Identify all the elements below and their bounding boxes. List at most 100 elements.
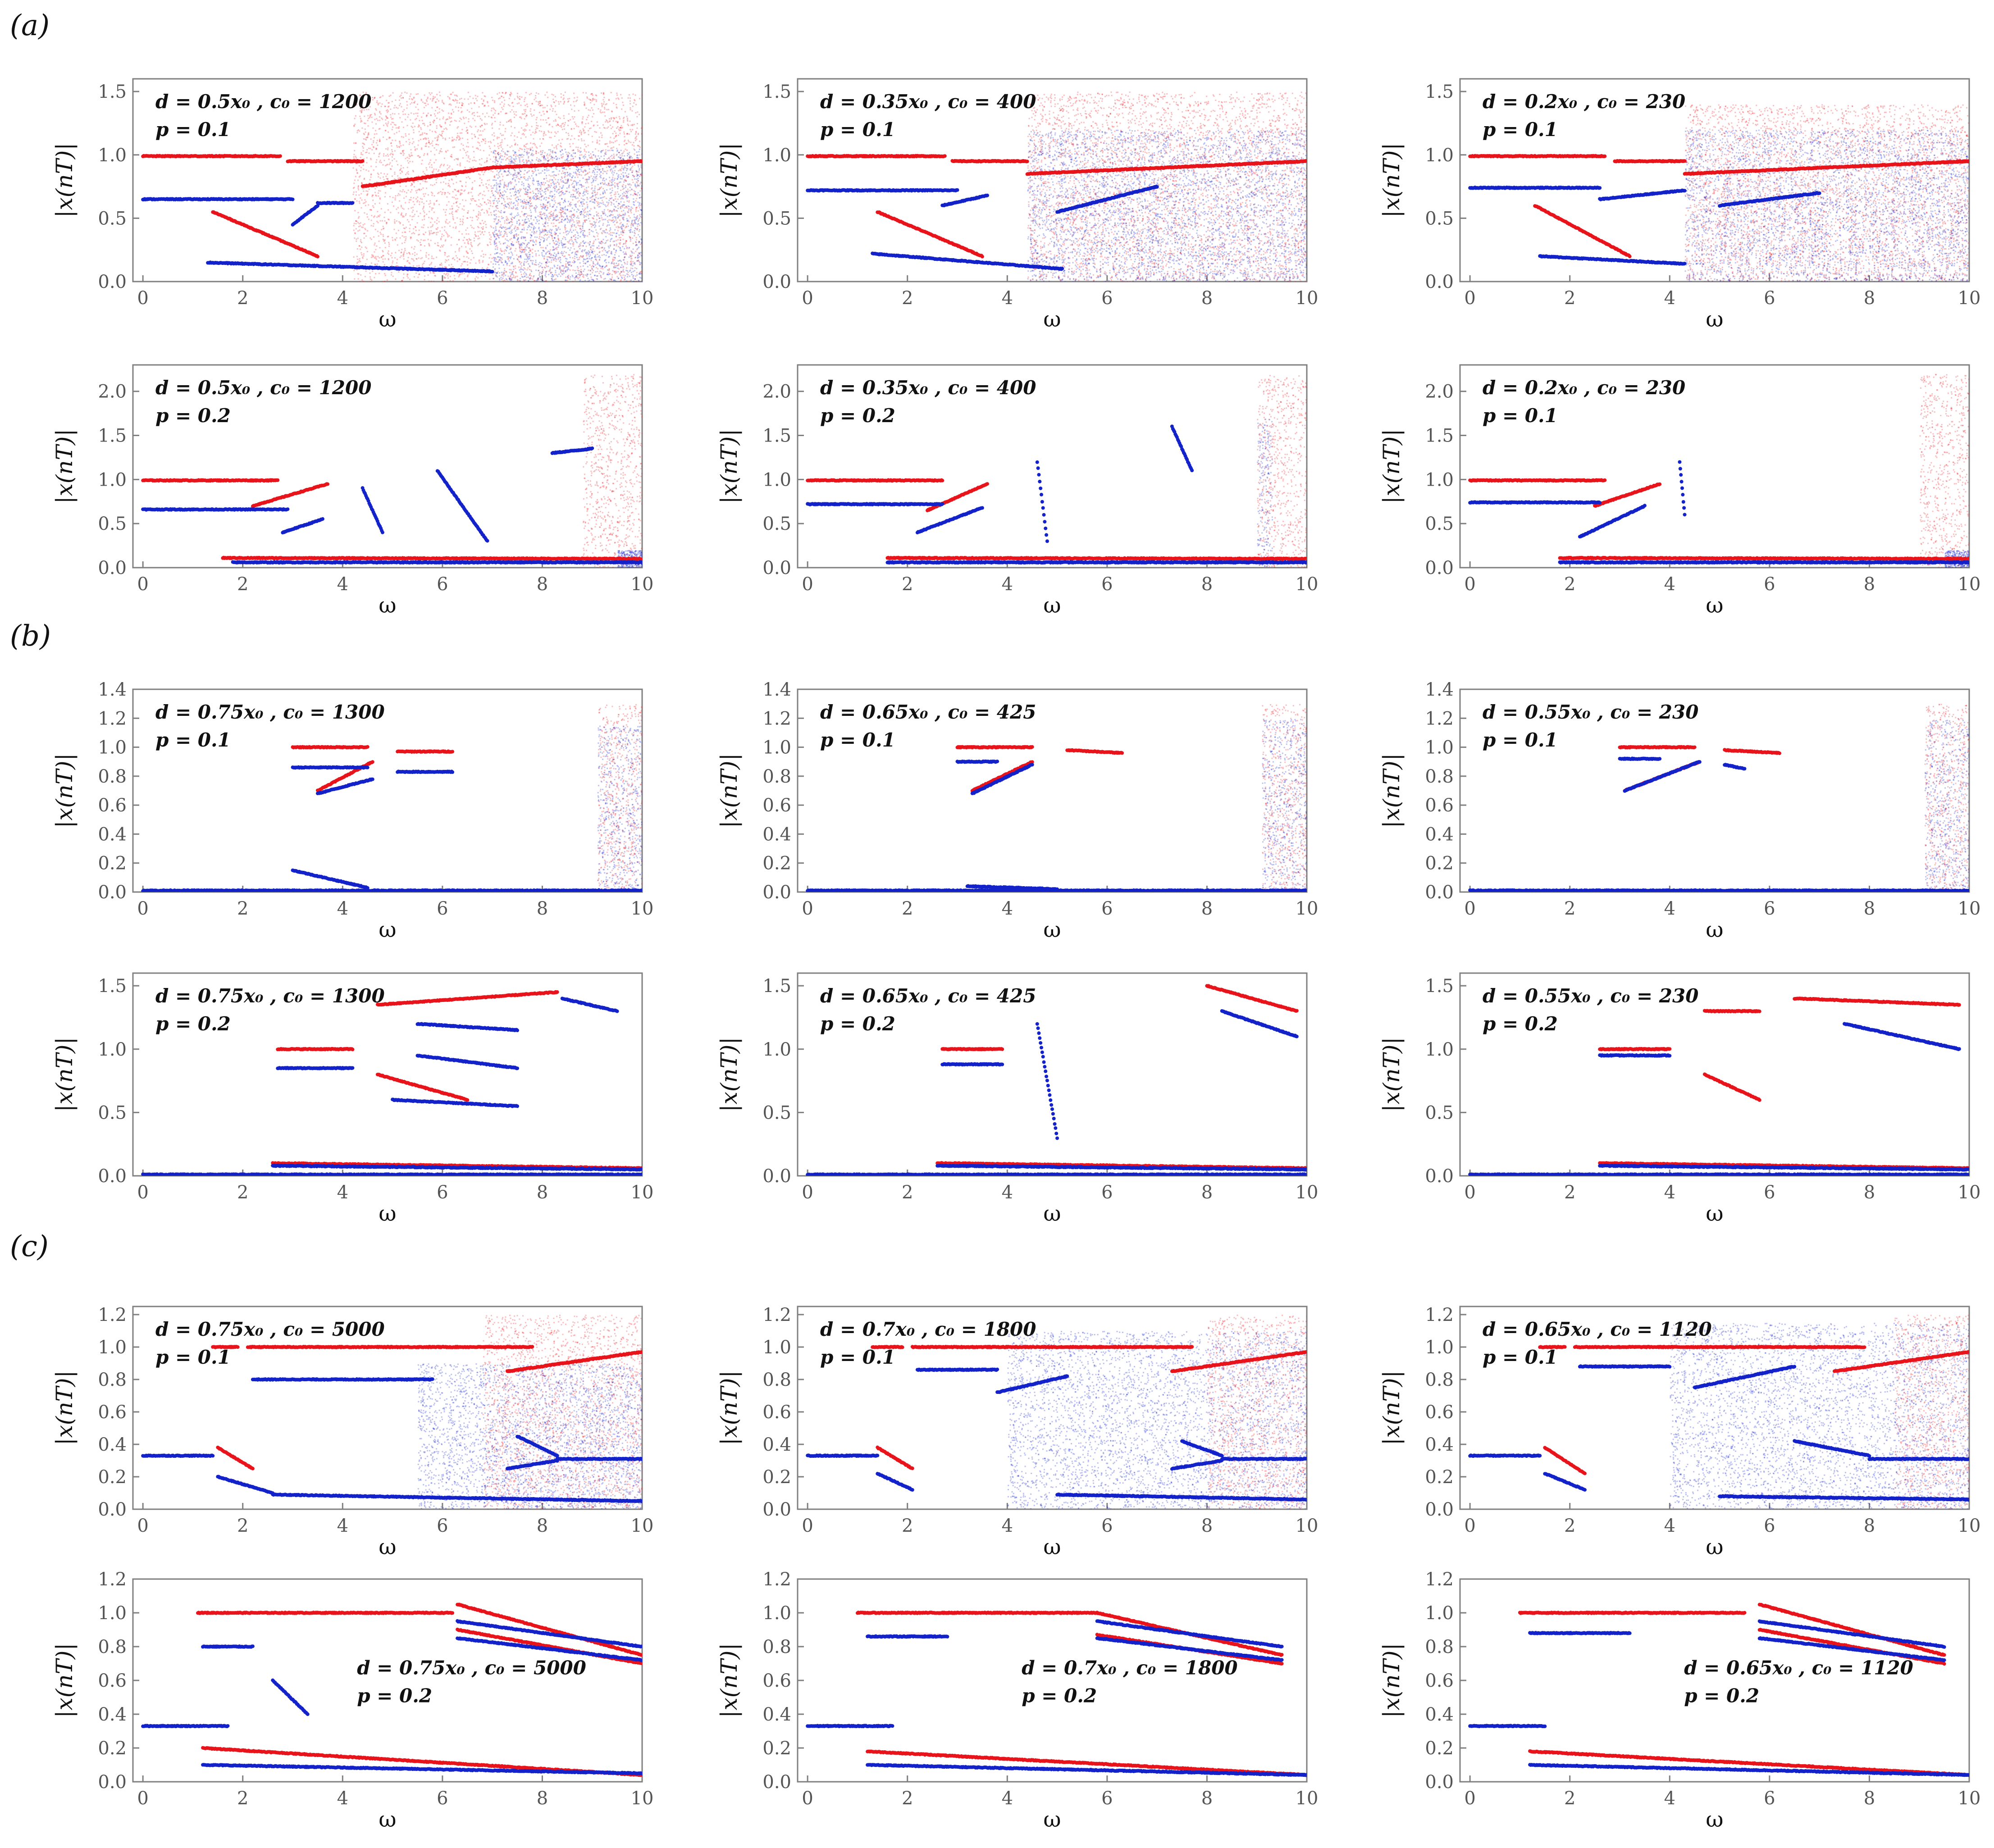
scatter-point xyxy=(623,195,625,196)
scatter-point xyxy=(616,98,617,100)
scatter-point xyxy=(451,244,452,246)
scatter-point xyxy=(621,153,623,155)
scatter-point xyxy=(535,146,537,148)
scatter-point xyxy=(602,255,603,256)
scatter-point xyxy=(354,278,355,280)
scatter-point xyxy=(525,125,527,127)
scatter-point xyxy=(548,213,550,214)
scatter-point xyxy=(476,100,478,101)
scatter-point xyxy=(601,217,602,218)
scatter-point xyxy=(399,96,401,97)
scatter-point xyxy=(631,255,633,256)
scatter-point xyxy=(436,234,437,235)
scatter-point xyxy=(467,261,468,263)
scatter-point xyxy=(612,177,613,178)
scatter-point xyxy=(426,181,428,182)
scatter-point xyxy=(562,156,564,157)
scatter-point xyxy=(367,216,368,218)
scatter-point xyxy=(512,255,513,256)
scatter-point xyxy=(637,182,638,183)
scatter-point xyxy=(423,138,424,140)
scatter-point xyxy=(445,150,447,152)
scatter-point xyxy=(532,103,533,104)
scatter-point xyxy=(629,236,630,237)
scatter-point xyxy=(525,97,526,99)
scatter-point xyxy=(609,159,611,160)
scatter-point xyxy=(493,109,495,110)
scatter-point xyxy=(400,257,401,258)
scatter-point xyxy=(356,220,357,222)
scatter-point xyxy=(409,279,411,280)
scatter-point xyxy=(466,155,467,156)
scatter-point xyxy=(399,147,400,148)
scatter-point xyxy=(383,125,384,126)
scatter-point xyxy=(390,109,391,110)
scatter-point xyxy=(560,209,561,210)
scatter-point xyxy=(424,245,425,246)
scatter-point xyxy=(561,93,562,95)
scatter-point xyxy=(455,228,456,229)
scatter-point xyxy=(593,241,595,242)
scatter-point xyxy=(562,180,564,182)
scatter-point xyxy=(611,277,613,278)
scatter-point xyxy=(610,125,611,126)
scatter-point xyxy=(503,280,504,282)
scatter-point xyxy=(551,259,552,261)
scatter-point xyxy=(529,265,530,267)
scatter-point xyxy=(623,201,625,203)
scatter-point xyxy=(526,246,528,248)
scatter-point xyxy=(415,119,416,120)
scatter-point xyxy=(616,271,617,272)
scatter-point xyxy=(512,217,513,218)
scatter-point xyxy=(545,264,547,266)
scatter-point xyxy=(617,191,618,192)
scatter-point xyxy=(528,252,529,253)
scatter-point xyxy=(430,98,431,100)
scatter-point xyxy=(513,155,515,156)
scatter-point xyxy=(517,205,519,206)
scatter-point xyxy=(503,250,505,252)
scatter-point xyxy=(546,170,548,171)
scatter-point xyxy=(517,93,518,94)
scatter-point xyxy=(424,261,425,262)
scatter-point xyxy=(581,138,582,140)
scatter-point xyxy=(504,220,506,222)
scatter-point xyxy=(507,219,509,220)
scatter-point xyxy=(384,196,386,197)
scatter-point xyxy=(583,92,584,93)
scatter-point xyxy=(448,167,450,168)
scatter-point xyxy=(613,120,614,122)
scatter-point xyxy=(549,109,551,110)
scatter-point xyxy=(484,162,485,163)
scatter-point xyxy=(583,265,584,267)
scatter-point xyxy=(384,264,385,265)
scatter-point xyxy=(544,94,546,96)
scatter-point xyxy=(417,277,419,278)
scatter-point xyxy=(555,100,557,101)
scatter-point xyxy=(585,108,587,109)
scatter-point xyxy=(403,277,404,278)
scatter-point xyxy=(374,242,376,244)
scatter-point xyxy=(463,256,465,257)
scatter-point xyxy=(378,176,379,178)
scatter-point xyxy=(612,126,613,127)
scatter-point xyxy=(514,139,515,141)
scatter-point xyxy=(448,113,449,114)
scatter-point xyxy=(477,219,478,220)
scatter-point xyxy=(616,265,617,266)
scatter-point xyxy=(562,211,563,212)
scatter-point xyxy=(524,99,525,100)
scatter-point xyxy=(574,224,575,226)
scatter-point xyxy=(443,245,444,246)
scatter-point xyxy=(419,120,420,121)
scatter-point xyxy=(495,214,497,215)
scatter-point xyxy=(464,237,465,238)
scatter-point xyxy=(542,247,543,248)
scatter-point xyxy=(486,160,488,161)
scatter-point xyxy=(639,256,640,258)
scatter-point xyxy=(452,109,453,110)
scatter-point xyxy=(584,199,585,200)
scatter-point xyxy=(371,196,373,197)
scatter-point xyxy=(438,169,439,171)
scatter-point xyxy=(437,242,438,244)
